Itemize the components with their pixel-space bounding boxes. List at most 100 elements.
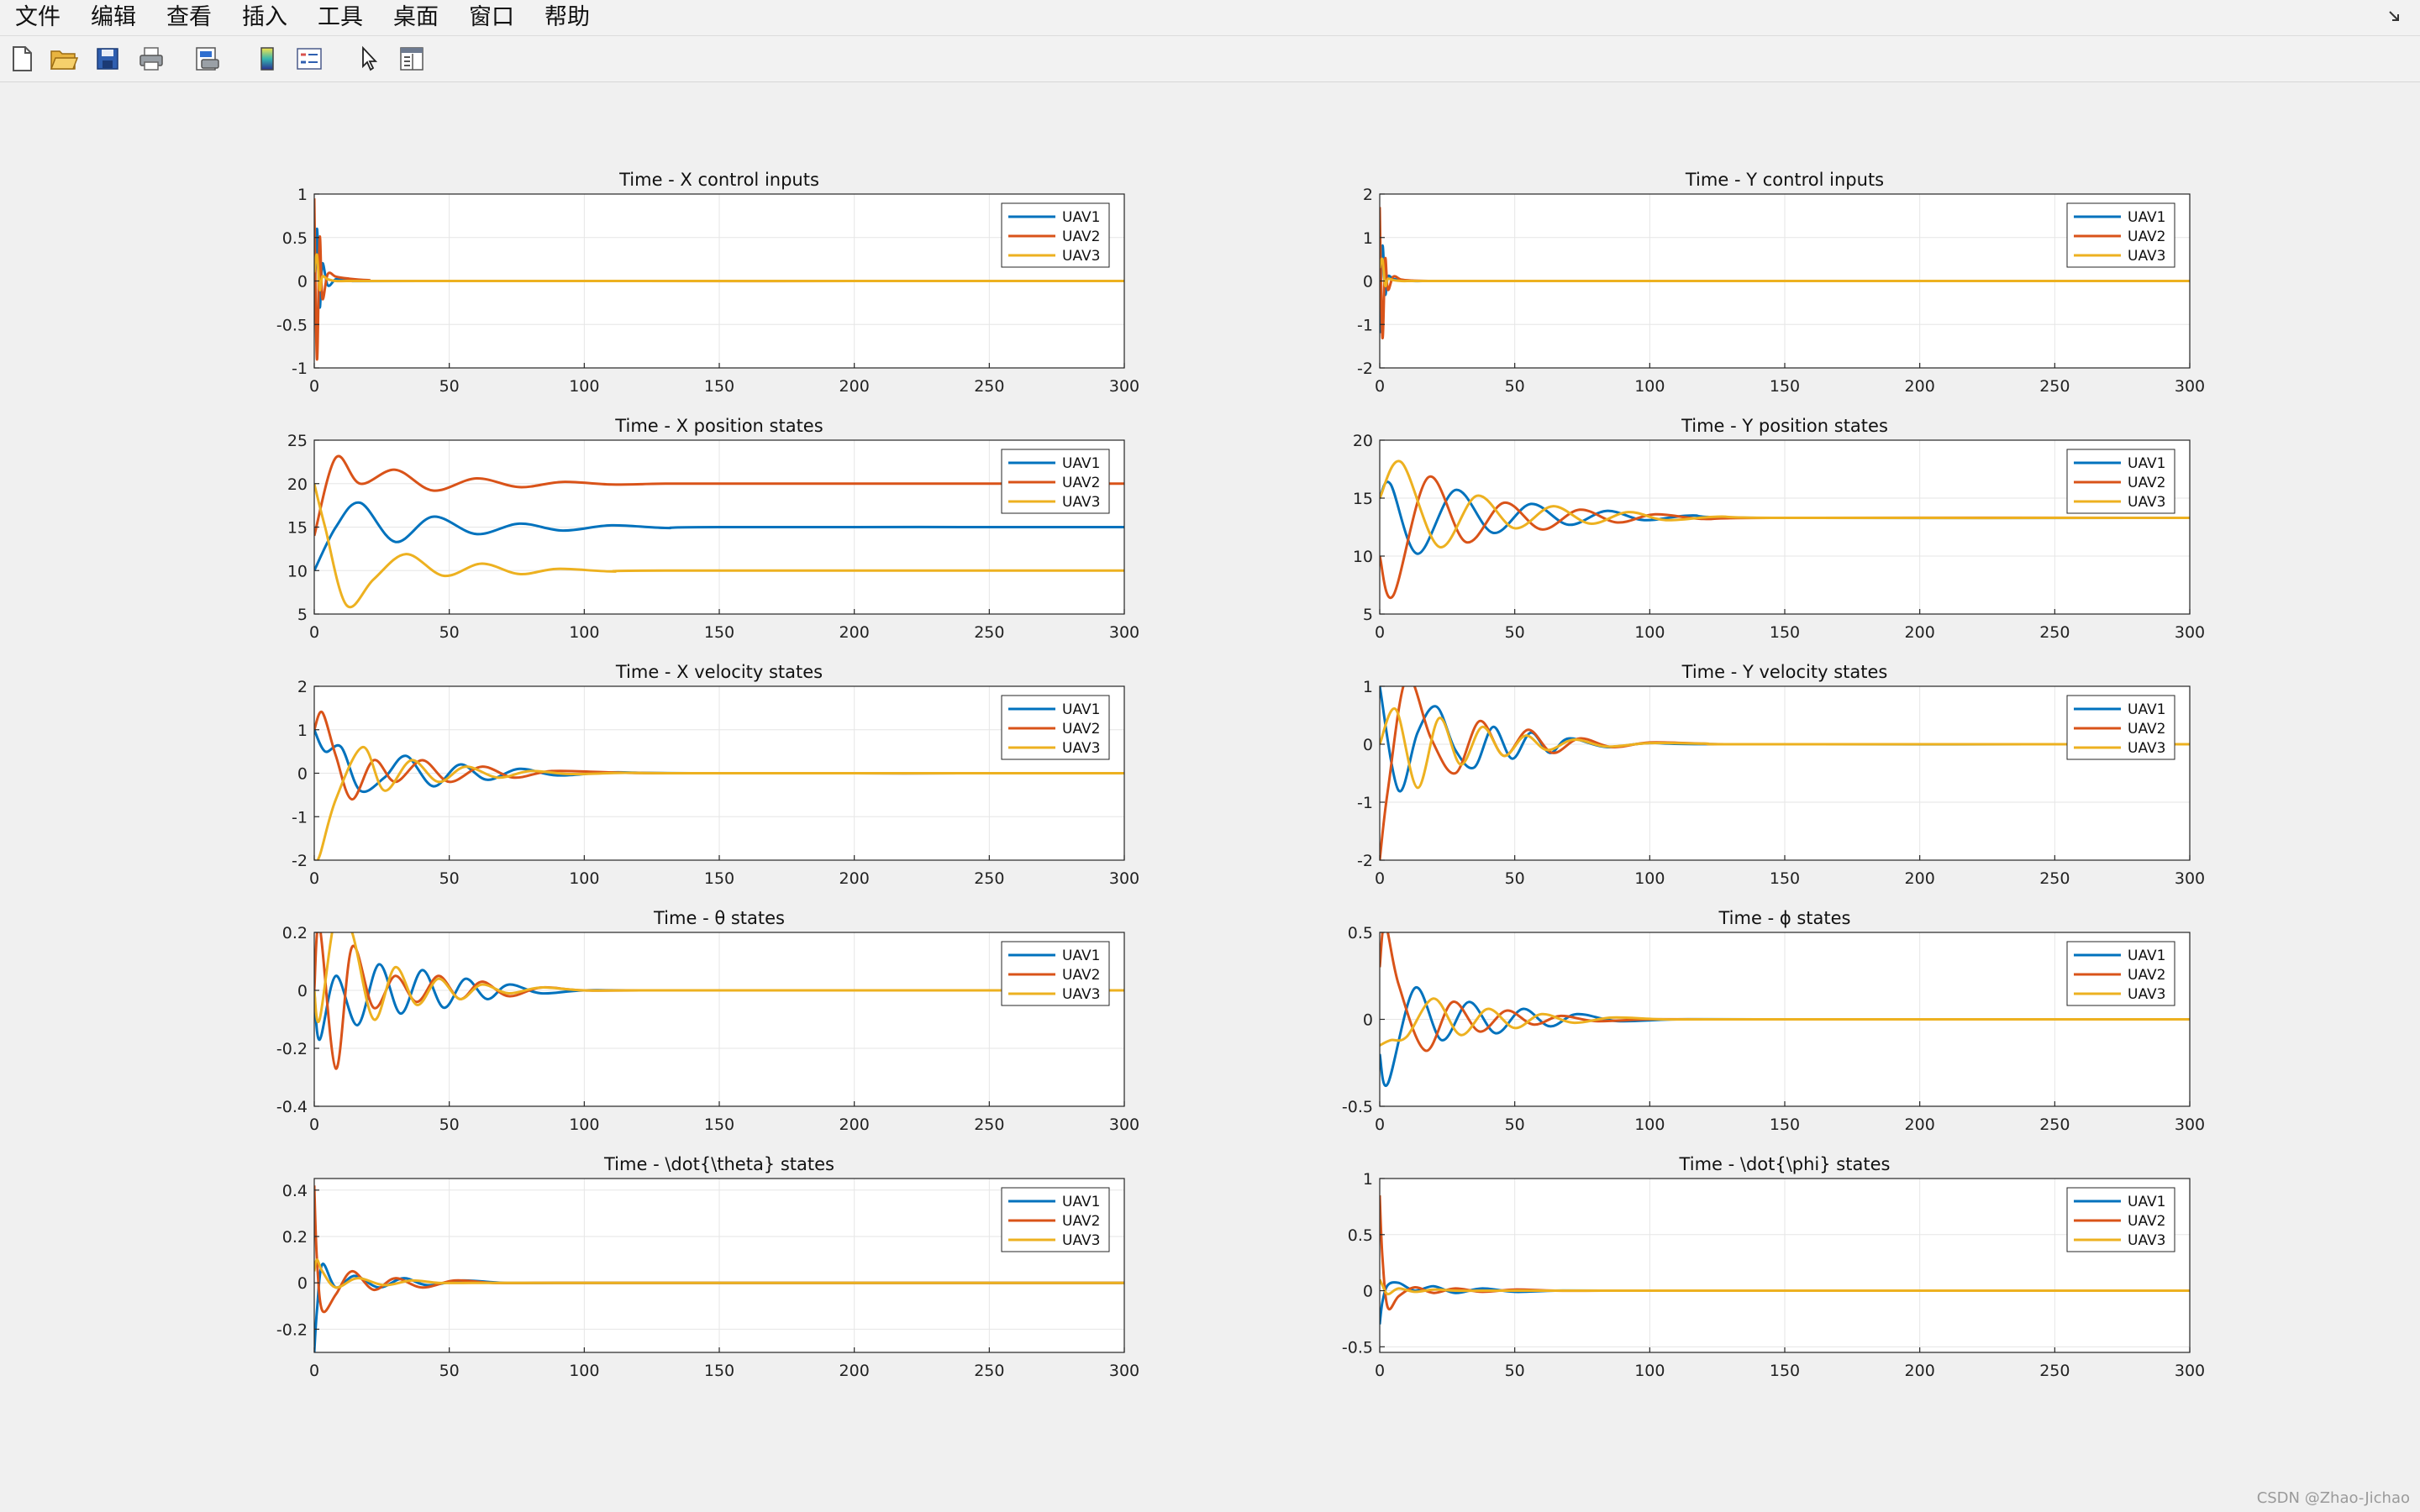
edit-plot-arrow-icon[interactable]	[355, 44, 385, 74]
axes-5[interactable]: 0 50 100 150 200 250 300 2 1 0 -1 -2 Time - X veloci…	[292, 662, 1139, 888]
axes-6[interactable]: 0 50 100 150 200 250 300 1 0 -1 -2 Time - Y velocit…	[1357, 662, 2205, 888]
axes-9[interactable]: 0 50 100 150 200 250 300 0.4 0.2 0 -0.2 Time - \dot…	[276, 1154, 1139, 1380]
y-tick-label: 0	[1363, 736, 1373, 754]
series-line-uav3	[1380, 707, 2190, 790]
x-tick-label: 0	[1375, 1362, 1385, 1380]
legend-label-uav3: UAV3	[1062, 494, 1100, 511]
legend-label-uav1: UAV1	[1062, 455, 1100, 472]
x-tick-label: 50	[1505, 1116, 1525, 1134]
menu-desktop[interactable]: 桌面	[393, 4, 439, 30]
y-tick-label: 15	[287, 519, 308, 538]
x-tick-label: 150	[704, 623, 734, 642]
menu-insert[interactable]: 插入	[242, 4, 287, 30]
legend: UAV1 UAV2 UAV3	[2066, 941, 2175, 1006]
y-tick-label: 10	[1353, 548, 1373, 566]
axes-1[interactable]: 0 50 100 150 200 250 300 1 0.5 0 -0.5 -1 Time - X co…	[276, 170, 1139, 396]
x-tick-label: 300	[2175, 1116, 2205, 1134]
y-tick-label: 20	[1353, 432, 1373, 450]
y-tick-label: 5	[1363, 606, 1373, 624]
x-tick-label: 250	[974, 1362, 1004, 1380]
x-tick-label: 100	[569, 869, 599, 888]
x-tick-label: 200	[1905, 869, 1935, 888]
x-tick-label: 200	[1905, 377, 1935, 396]
legend-label-uav1: UAV1	[2128, 948, 2165, 964]
y-tick-label: -0.2	[276, 1040, 308, 1058]
x-tick-label: 100	[569, 623, 599, 642]
menu-view[interactable]: 查看	[166, 4, 212, 30]
open-file-icon[interactable]	[49, 44, 79, 74]
x-tick-label: 0	[309, 377, 319, 396]
menu-file[interactable]: 文件	[15, 4, 60, 30]
y-tick-label: 10	[287, 562, 308, 580]
undock-icon[interactable]	[2386, 7, 2405, 25]
y-tick-label: 2	[1363, 186, 1373, 204]
y-tick-label: 0	[297, 982, 308, 1000]
legend-icon[interactable]	[294, 44, 324, 74]
legend-label-uav2: UAV2	[1062, 1213, 1100, 1230]
axes-title: Time - X velocity states	[615, 662, 823, 682]
figure-canvas: 0 50 100 150 200 250 300 1 0.5 0 -0.5 -1 Time - X co…	[0, 82, 2420, 1512]
legend-label-uav3: UAV3	[1062, 986, 1100, 1003]
property-inspector-icon[interactable]	[397, 44, 427, 74]
axes-7[interactable]: 0 50 100 150 200 250 300 0.2 0 -0.2 -0.4 Time - θ s…	[276, 908, 1139, 1134]
x-tick-label: 100	[1634, 623, 1665, 642]
legend-label-uav1: UAV1	[1062, 948, 1100, 964]
legend-label-uav1: UAV1	[2128, 701, 2165, 718]
menu-edit[interactable]: 编辑	[91, 4, 136, 30]
x-tick-label: 150	[1770, 869, 1800, 888]
print-icon[interactable]	[136, 44, 166, 74]
x-tick-label: 250	[974, 377, 1004, 396]
legend-label-uav2: UAV2	[1062, 721, 1100, 738]
x-tick-label: 100	[569, 377, 599, 396]
axes-3[interactable]: 0 50 100 150 200 250 300 25 20 15 10 5 Time - X posi…	[287, 416, 1139, 642]
axes-title: Time - θ states	[653, 908, 785, 928]
y-tick-label: 0	[297, 1274, 308, 1293]
x-tick-label: 150	[704, 869, 734, 888]
x-tick-label: 300	[1109, 1362, 1139, 1380]
x-tick-label: 250	[974, 623, 1004, 642]
menu-help[interactable]: 帮助	[544, 4, 590, 30]
axes-title: Time - Y control inputs	[1685, 170, 1884, 190]
menu-tools[interactable]: 工具	[318, 4, 363, 30]
legend-label-uav3: UAV3	[2128, 1232, 2165, 1249]
y-tick-label: 0	[297, 273, 308, 291]
x-tick-label: 300	[2175, 377, 2205, 396]
x-tick-label: 300	[1109, 377, 1139, 396]
axes-2[interactable]: 0 50 100 150 200 250 300 2 1 0 -1 -2 Time - Y contro…	[1357, 170, 2205, 396]
x-tick-label: 300	[2175, 623, 2205, 642]
y-tick-label: 0.2	[282, 1228, 308, 1247]
x-tick-label: 100	[1634, 1116, 1665, 1134]
menu-window[interactable]: 窗口	[469, 4, 514, 30]
x-tick-label: 200	[839, 1362, 870, 1380]
y-tick-label: -0.5	[1342, 1338, 1373, 1357]
axes-title: Time - X position states	[614, 416, 823, 436]
y-tick-label: 20	[287, 475, 308, 494]
legend: UAV1 UAV2 UAV3	[2066, 695, 2175, 760]
legend-label-uav2: UAV2	[1062, 228, 1100, 245]
series-line-uav3	[1380, 459, 2190, 549]
legend-label-uav2: UAV2	[2128, 967, 2165, 984]
x-tick-label: 50	[439, 1116, 460, 1134]
print-preview-icon[interactable]	[193, 44, 224, 74]
x-tick-label: 150	[1770, 1116, 1800, 1134]
new-figure-icon[interactable]	[7, 44, 37, 74]
x-tick-label: 0	[1375, 1116, 1385, 1134]
legend-label-uav2: UAV2	[2128, 228, 2165, 245]
x-tick-label: 150	[704, 1362, 734, 1380]
x-tick-label: 0	[309, 1116, 319, 1134]
series-group	[314, 198, 1124, 361]
x-tick-label: 200	[1905, 1116, 1935, 1134]
series-group	[1380, 1194, 2190, 1325]
x-tick-label: 150	[704, 377, 734, 396]
colorbar-icon[interactable]	[252, 44, 282, 74]
x-tick-label: 200	[839, 1116, 870, 1134]
legend: UAV1 UAV2 UAV3	[2066, 202, 2175, 268]
save-icon[interactable]	[92, 44, 123, 74]
x-tick-label: 50	[439, 377, 460, 396]
series-group	[1380, 207, 2190, 339]
axes-4[interactable]: 0 50 100 150 200 250 300 20 15 10 5 Time - Y positi…	[1353, 416, 2205, 642]
legend-label-uav2: UAV2	[2128, 721, 2165, 738]
